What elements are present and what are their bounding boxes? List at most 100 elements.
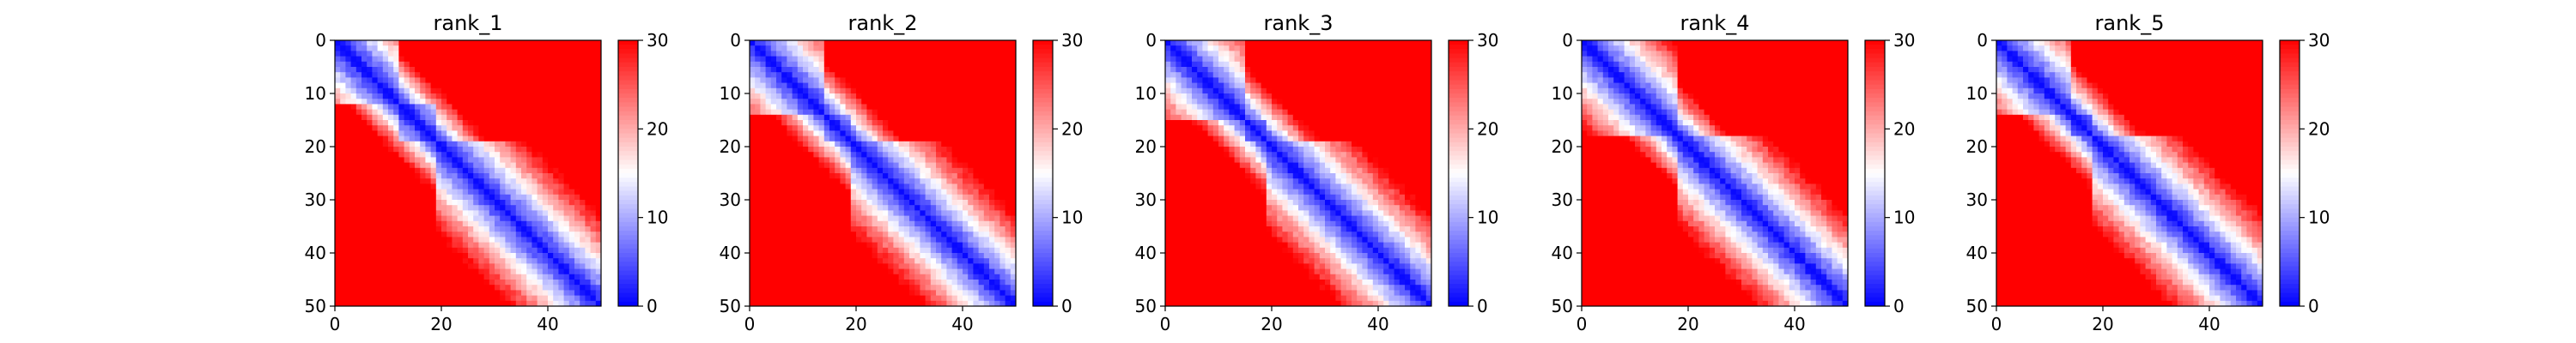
heatmap-cell <box>595 173 602 179</box>
heatmap-cell <box>776 280 782 286</box>
heatmap-cell <box>787 87 793 94</box>
heatmap-cell <box>787 258 793 264</box>
heatmap-cell <box>404 290 410 296</box>
heatmap-cell <box>340 67 346 73</box>
heatmap-cell <box>1010 82 1017 89</box>
heatmap-cell <box>367 51 373 57</box>
heatmap-cell <box>558 72 564 78</box>
heatmap-cell <box>787 237 793 243</box>
heatmap-cell <box>398 40 404 46</box>
heatmap-cell <box>382 162 389 169</box>
heatmap-cell <box>468 130 474 136</box>
heatmap-cell <box>1010 220 1017 227</box>
heatmap-cell <box>393 51 399 57</box>
heatmap-cell <box>425 141 431 147</box>
heatmap-cell <box>936 162 942 169</box>
heatmap-cell <box>537 135 544 142</box>
heatmap-cell <box>355 285 362 291</box>
heatmap-cell <box>595 280 602 286</box>
heatmap-cell <box>510 56 517 63</box>
heatmap-cell <box>813 173 819 179</box>
heatmap-cell <box>898 215 905 222</box>
heatmap-cell <box>462 87 469 94</box>
heatmap-cell <box>893 45 899 51</box>
heatmap-cell <box>420 285 426 291</box>
colorbar-segment <box>618 257 638 262</box>
heatmap-cell <box>468 109 474 116</box>
heatmap-cell <box>415 280 421 286</box>
heatmap-cell <box>462 237 469 243</box>
heatmap-cell <box>963 135 969 142</box>
heatmap-cell <box>563 205 570 211</box>
heatmap-cell <box>372 51 378 57</box>
heatmap-cell <box>510 141 517 147</box>
heatmap-cell <box>888 82 894 89</box>
heatmap-cell <box>478 205 484 211</box>
heatmap-cell <box>808 157 814 163</box>
heatmap-cell <box>335 40 341 46</box>
heatmap-cell <box>478 220 484 227</box>
heatmap-cell <box>515 104 522 110</box>
heatmap-cell <box>500 135 506 142</box>
heatmap-cell <box>968 200 974 206</box>
heatmap-cell <box>574 99 580 105</box>
heatmap-cell <box>978 87 985 94</box>
heatmap-cell <box>978 178 985 184</box>
heatmap-cell <box>920 141 926 147</box>
heatmap-cell <box>888 147 894 153</box>
heatmap-cell <box>770 232 777 238</box>
heatmap-cell <box>510 147 517 153</box>
heatmap-cell <box>495 77 501 83</box>
heatmap-cell <box>537 99 544 105</box>
heatmap-cell <box>803 67 809 73</box>
heatmap-cell <box>425 120 431 126</box>
heatmap-cell <box>877 280 884 286</box>
heatmap-cell <box>755 40 761 46</box>
heatmap-cell <box>770 167 777 174</box>
heatmap-cell <box>829 40 835 46</box>
heatmap-cell <box>510 157 517 163</box>
heatmap-cell <box>808 45 814 51</box>
heatmap-cell <box>574 40 580 46</box>
heatmap-cell <box>478 82 484 89</box>
heatmap-cell <box>393 104 399 110</box>
heatmap-cell <box>877 189 884 196</box>
heatmap-cell <box>823 220 830 227</box>
heatmap-cell <box>994 51 1000 57</box>
heatmap-cell <box>845 237 852 243</box>
heatmap-cell <box>558 114 564 121</box>
heatmap-cell <box>377 87 384 94</box>
heatmap-cell <box>537 130 544 136</box>
heatmap-cell <box>489 114 495 121</box>
heatmap-cell <box>420 141 426 147</box>
heatmap-cell <box>409 285 416 291</box>
heatmap-cell <box>537 152 544 158</box>
heatmap-cell <box>542 237 549 243</box>
heatmap-cell <box>760 263 766 269</box>
heatmap-cell <box>994 247 1000 254</box>
heatmap-cell <box>404 141 410 147</box>
heatmap-cell <box>872 120 878 126</box>
heatmap-cell <box>808 258 814 264</box>
heatmap-cell <box>861 280 867 286</box>
heatmap-cell <box>526 109 532 116</box>
heatmap-cell <box>903 152 910 158</box>
heatmap-cell <box>526 189 532 196</box>
heatmap-cell <box>500 162 506 169</box>
heatmap-cell <box>537 220 544 227</box>
heatmap-cell <box>898 200 905 206</box>
heatmap-cell <box>877 247 884 254</box>
heatmap-cell <box>532 93 538 99</box>
heatmap-cell <box>532 215 538 222</box>
heatmap-cell <box>483 280 490 286</box>
heatmap-cell <box>877 237 884 243</box>
heatmap-cell <box>866 125 872 131</box>
heatmap-cell <box>989 274 995 280</box>
heatmap-cell <box>345 247 351 254</box>
heatmap-cell <box>409 253 416 259</box>
heatmap-cell <box>553 280 559 286</box>
heatmap-cell <box>893 157 899 163</box>
heatmap-cell <box>340 263 346 269</box>
heatmap-cell <box>473 109 479 116</box>
heatmap-cell <box>521 152 527 158</box>
